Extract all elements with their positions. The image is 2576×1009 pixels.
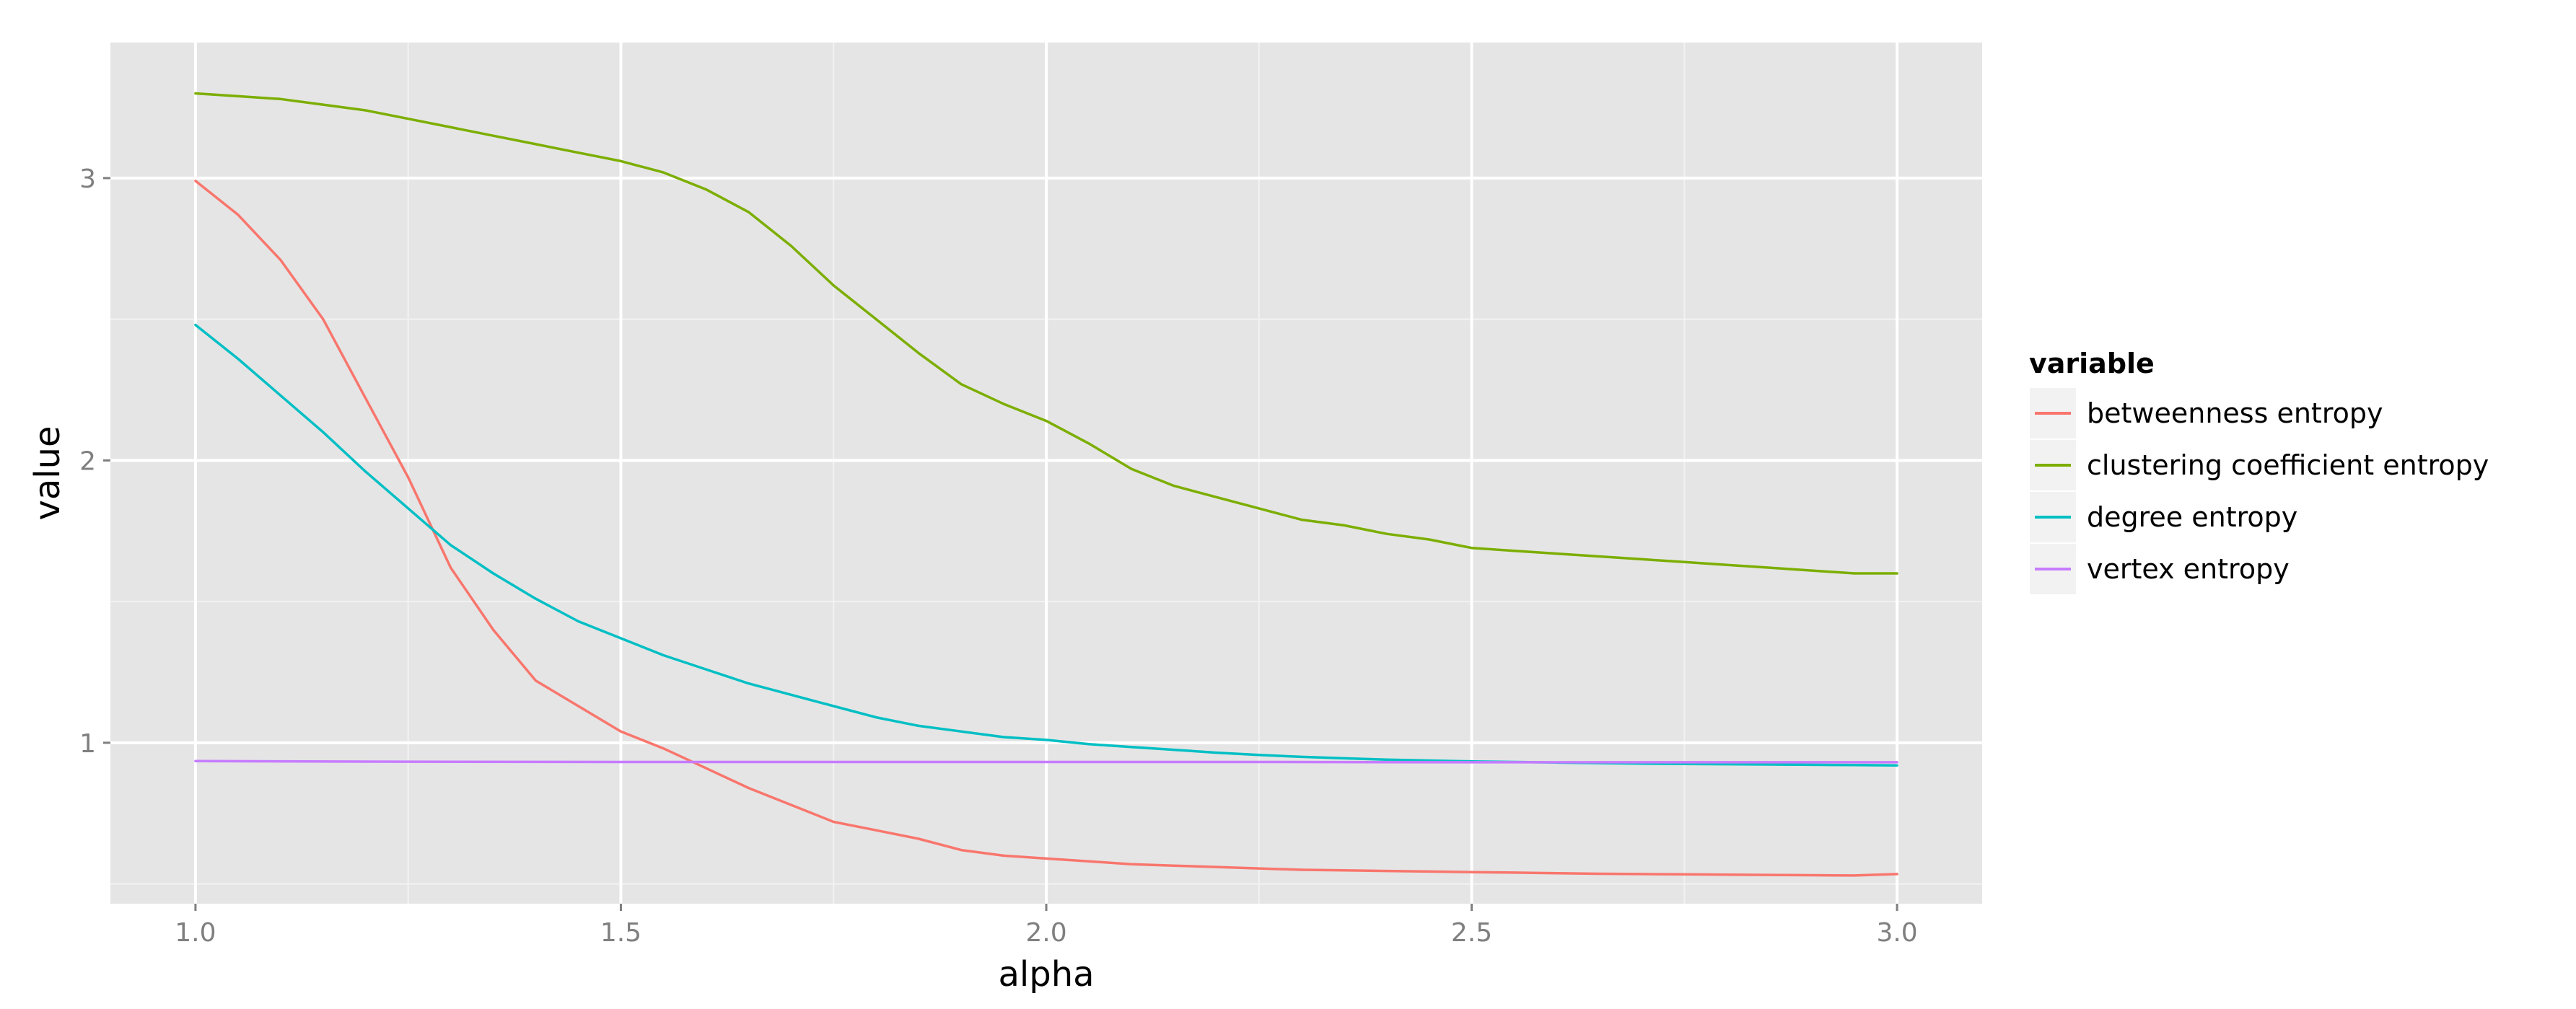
series-line-betweenness-entropy <box>194 180 1898 877</box>
x-tick-label: 2.5 <box>1451 918 1492 948</box>
series-line-clustering-coefficient-entropy <box>194 92 1898 575</box>
series-lines <box>194 92 1898 877</box>
legend-label-degree-entropy: degree entropy <box>2087 501 2297 533</box>
y-axis-title: value <box>27 426 68 520</box>
legend-title: variable <box>2029 348 2155 379</box>
y-tick-label: 1 <box>79 729 96 759</box>
y-axis: 1 2 3 <box>79 164 110 759</box>
x-tick-label: 1.0 <box>175 918 216 948</box>
x-tick-label: 2.0 <box>1025 918 1066 948</box>
series-line-vertex-entropy <box>194 759 1898 764</box>
y-tick-label: 2 <box>79 446 96 476</box>
x-axis-title: alpha <box>998 954 1094 995</box>
x-axis: 1.0 1.5 2.0 2.5 3.0 <box>175 904 1918 948</box>
legend-label-betweenness-entropy: betweenness entropy <box>2087 397 2383 429</box>
legend: variable betweenness entropy clustering c… <box>2028 348 2489 596</box>
x-tick-label: 3.0 <box>1876 918 1917 948</box>
legend-label-clustering-coefficient-entropy: clustering coefficient entropy <box>2087 449 2489 481</box>
legend-label-vertex-entropy: vertex entropy <box>2087 553 2290 585</box>
y-tick-label: 3 <box>79 164 96 194</box>
x-tick-label: 1.5 <box>600 918 641 948</box>
